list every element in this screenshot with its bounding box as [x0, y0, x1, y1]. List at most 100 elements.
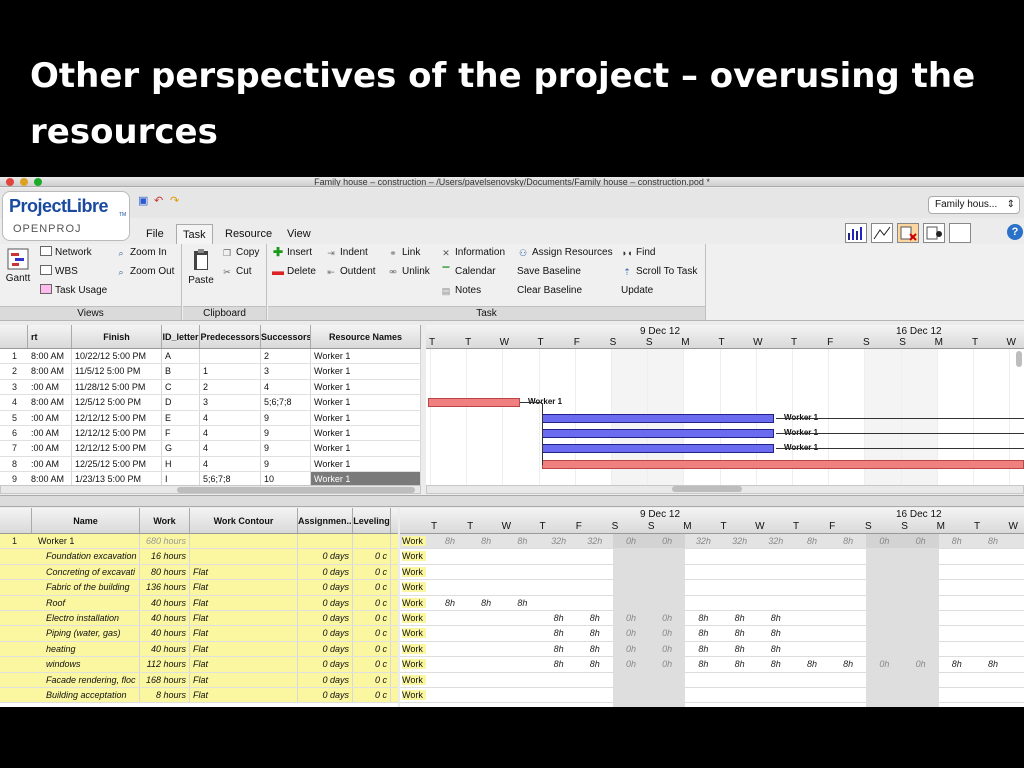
cell-work[interactable]: 8 hours: [140, 688, 190, 703]
cell-id[interactable]: B: [162, 364, 200, 379]
usage-row[interactable]: Piping (water, gas) 40 hours Flat 0 days 0 c: [0, 626, 398, 642]
cell-finish[interactable]: 10/22/12 5:00 PM: [72, 349, 162, 364]
cell-work[interactable]: 40 hours: [140, 611, 190, 626]
cell-pred[interactable]: 4: [200, 426, 261, 441]
help-icon[interactable]: ?: [1007, 224, 1023, 240]
cell-work[interactable]: 40 hours: [140, 595, 190, 610]
cell-work[interactable]: 80 hours: [140, 564, 190, 580]
cell-finish[interactable]: 1/23/13 5:00 PM: [72, 472, 162, 485]
gantt-hscroll-thumb[interactable]: [672, 486, 742, 492]
cell-start[interactable]: :00 AM: [28, 379, 72, 395]
cell-finish[interactable]: 12/12/12 5:00 PM: [72, 426, 162, 441]
table-row[interactable]: 2 8:00 AM 11/5/12 5:00 PM B 1 3 Worker 1: [0, 364, 421, 380]
minimize-window-button[interactable]: [20, 178, 28, 186]
table-row[interactable]: 1 8:00 AM 10/22/12 5:00 PM A 2 Worker 1: [0, 349, 421, 365]
zoom-out-button[interactable]: ⌕ Zoom Out: [115, 265, 174, 279]
cell-assign[interactable]: 0 days: [298, 549, 353, 564]
cell-assign[interactable]: 0 days: [298, 672, 353, 687]
split-divider[interactable]: [0, 495, 1024, 507]
cell-contour[interactable]: Flat: [190, 672, 298, 687]
cell-assign[interactable]: 0 days: [298, 657, 353, 672]
unlink-button[interactable]: ⚮ Unlink: [387, 265, 430, 279]
cell-pred[interactable]: 2: [200, 379, 261, 395]
cell-succ[interactable]: 2: [261, 349, 311, 364]
cell-contour[interactable]: Flat: [190, 657, 298, 672]
tab-task[interactable]: Task: [176, 224, 213, 244]
cell-name[interactable]: Piping (water, gas): [32, 626, 140, 641]
task-bar[interactable]: [542, 444, 774, 454]
cell-lev[interactable]: 0 c: [353, 641, 391, 657]
cell-id[interactable]: D: [162, 395, 200, 410]
cell-name[interactable]: Roof: [32, 595, 140, 610]
blank-view-icon[interactable]: [949, 223, 971, 243]
critical-task-bar[interactable]: [542, 459, 1024, 469]
cell-lev[interactable]: 0 c: [353, 657, 391, 672]
cell-lev[interactable]: 0 c: [353, 580, 391, 595]
usage-row[interactable]: Fabric of the building 136 hours Flat 0 day…: [0, 580, 398, 596]
usage-row[interactable]: Electro installation 40 hours Flat 0 days 0 …: [0, 611, 398, 627]
cell-pred[interactable]: 3: [200, 395, 261, 410]
cell-res[interactable]: Worker 1: [311, 379, 421, 395]
task-table-hscroll[interactable]: [0, 485, 421, 494]
cell-succ[interactable]: 9: [261, 410, 311, 425]
cell-start[interactable]: :00 AM: [28, 426, 72, 441]
usage-row[interactable]: 1 Worker 1 680 hours: [0, 534, 398, 550]
table-row[interactable]: 9 8:00 AM 1/23/13 5:00 PM I 5;6;7;8 10 Worker …: [0, 472, 421, 485]
close-window-button[interactable]: [6, 178, 14, 186]
cell-assign[interactable]: 0 days: [298, 688, 353, 703]
network-button[interactable]: Network: [40, 246, 92, 260]
save-baseline-button[interactable]: Save Baseline: [517, 266, 581, 277]
col-successors[interactable]: Successors: [261, 325, 311, 348]
information-button[interactable]: ✕ Information: [440, 246, 505, 260]
wbs-button[interactable]: WBS: [40, 265, 78, 279]
table-row[interactable]: 3:00 AM 11/28/12 5:00 PM C 2 4 Worker 1: [0, 379, 421, 396]
cell-res[interactable]: Worker 1: [311, 456, 421, 472]
cell-res[interactable]: Worker 1: [311, 441, 421, 456]
zoom-window-button[interactable]: [34, 178, 42, 186]
tab-resource[interactable]: Resource: [225, 228, 273, 240]
project-select[interactable]: Family hous... ⇕: [928, 196, 1020, 214]
usage-row[interactable]: Roof 40 hours Flat 0 days 0 c: [0, 595, 398, 611]
cell-lev[interactable]: 0 c: [353, 626, 391, 641]
cell-contour[interactable]: Flat: [190, 564, 298, 580]
cell-assign[interactable]: 0 days: [298, 641, 353, 657]
cell-id[interactable]: F: [162, 426, 200, 441]
cell-assign[interactable]: 0 days: [298, 580, 353, 595]
cell-contour[interactable]: [190, 534, 298, 549]
usage-row[interactable]: Facade rendering, floc 168 hours Flat 0 day…: [0, 672, 398, 688]
cell-lev[interactable]: 0 c: [353, 688, 391, 703]
cell-pred[interactable]: [200, 349, 261, 364]
cell-contour[interactable]: Flat: [190, 688, 298, 703]
resource-usage-view-icon[interactable]: [923, 223, 945, 243]
cell-finish[interactable]: 12/5/12 5:00 PM: [72, 395, 162, 410]
cell-assign[interactable]: 0 days: [298, 611, 353, 626]
cell-work[interactable]: 40 hours: [140, 626, 190, 641]
cell-work[interactable]: 680 hours: [140, 534, 190, 549]
cell-work[interactable]: 112 hours: [140, 657, 190, 672]
cell-name[interactable]: Worker 1: [32, 534, 140, 549]
table-row[interactable]: 7:00 AM 12/12/12 5:00 PM G 4 9 Worker 1: [0, 441, 421, 457]
cell-work[interactable]: 168 hours: [140, 672, 190, 687]
col-finish[interactable]: Finish: [72, 325, 162, 348]
task-usage-button[interactable]: Task Usage: [40, 284, 107, 298]
cell-finish[interactable]: 12/12/12 5:00 PM: [72, 441, 162, 456]
cell-succ[interactable]: 4: [261, 379, 311, 395]
cell-res[interactable]: Worker 1: [311, 410, 421, 425]
usage-row[interactable]: Building acceptation 8 hours Flat 0 days 0 c: [0, 688, 398, 704]
col-assignment[interactable]: Assignmen...: [298, 508, 353, 533]
cell-work[interactable]: 136 hours: [140, 580, 190, 595]
cell-lev[interactable]: 0 c: [353, 564, 391, 580]
cell-id[interactable]: I: [162, 472, 200, 485]
cell-res[interactable]: Worker 1: [311, 395, 421, 410]
cell-lev[interactable]: 0 c: [353, 672, 391, 687]
cell-work[interactable]: 40 hours: [140, 641, 190, 657]
col-predecessors[interactable]: Predecessors: [200, 325, 261, 348]
paste-button[interactable]: Paste: [187, 248, 215, 286]
cell-contour[interactable]: Flat: [190, 641, 298, 657]
cell-start[interactable]: 8:00 AM: [28, 472, 72, 485]
cell-lev[interactable]: 0 c: [353, 611, 391, 626]
cell-contour[interactable]: Flat: [190, 595, 298, 610]
tab-file[interactable]: File: [146, 228, 164, 240]
cell-assign[interactable]: 0 days: [298, 626, 353, 641]
cell-pred[interactable]: 5;6;7;8: [200, 472, 261, 485]
